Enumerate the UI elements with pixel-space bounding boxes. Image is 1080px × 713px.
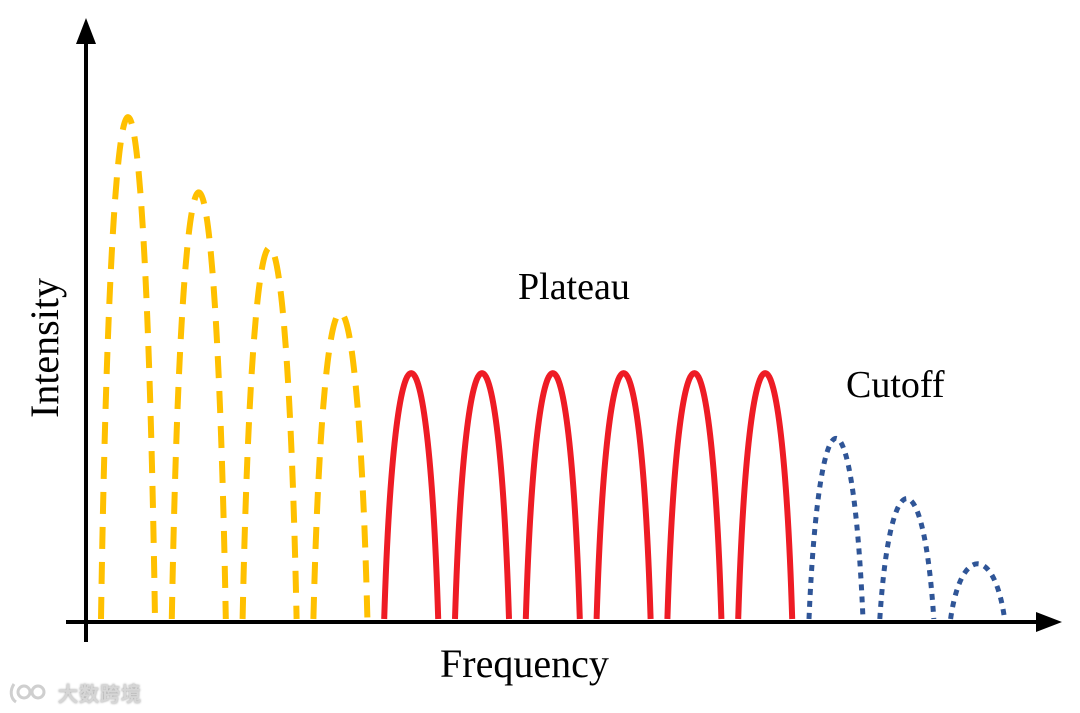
peak-series1-2 xyxy=(522,370,583,620)
peak-series0-2 xyxy=(239,244,300,620)
spectrum-peaks xyxy=(98,114,1008,620)
cutoff-label: Cutoff xyxy=(846,364,945,406)
x-axis-label: Frequency xyxy=(440,641,609,686)
peak-series2-2 xyxy=(948,561,1008,620)
watermark-text: 大数跨境 xyxy=(58,682,142,706)
peak-series1-4 xyxy=(664,370,725,620)
peak-series1-0 xyxy=(381,370,442,620)
peak-series0-3 xyxy=(310,309,371,620)
peak-series0-1 xyxy=(168,189,229,620)
watermark: 大数跨境 xyxy=(8,678,142,707)
peak-series1-5 xyxy=(735,370,796,620)
x-axis-arrow xyxy=(1036,612,1062,632)
y-axis-label: Intensity xyxy=(22,278,67,418)
peak-series1-1 xyxy=(452,370,512,620)
peak-series1-3 xyxy=(593,370,654,620)
peak-series2-1 xyxy=(877,496,937,620)
plateau-label: Plateau xyxy=(518,266,630,308)
brand-logo-icon xyxy=(9,682,46,703)
peak-series2-0 xyxy=(806,436,866,620)
y-axis-arrow xyxy=(76,18,96,44)
peak-series0-0 xyxy=(98,114,158,620)
